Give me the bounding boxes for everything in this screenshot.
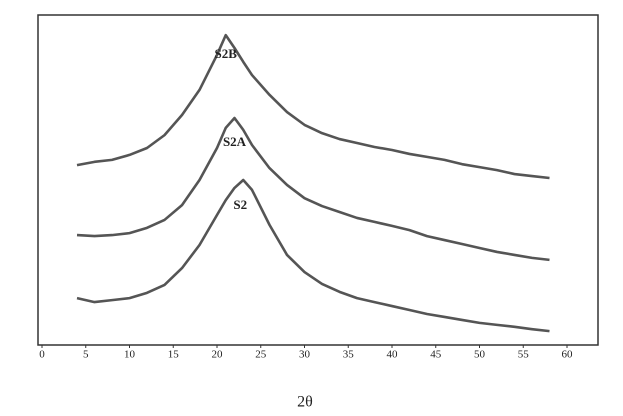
x-tick-label: 35 [343,349,355,361]
series-label: S2A [223,134,247,149]
x-tick-label: 55 [518,349,530,361]
series-line [76,116,550,262]
series-label: S2 [233,197,247,212]
x-tick-label: 45 [430,349,442,361]
series-line [76,33,550,180]
x-tick-label: 25 [255,349,267,361]
x-tick-label: 50 [474,349,486,361]
x-axis-label: 2θ [297,394,313,411]
x-tick-label: 40 [387,349,399,361]
x-tick-label: 30 [299,349,311,361]
plot-frame [37,14,599,346]
x-tick-label: 20 [212,349,224,361]
x-tick-label: 0 [39,349,45,361]
x-tick-label: 10 [124,349,136,361]
x-tick-label: 60 [562,349,574,361]
series-line [76,178,550,333]
series-label: S2B [215,46,238,61]
x-tick-label: 5 [83,349,89,361]
x-tick-label: 15 [168,349,180,361]
